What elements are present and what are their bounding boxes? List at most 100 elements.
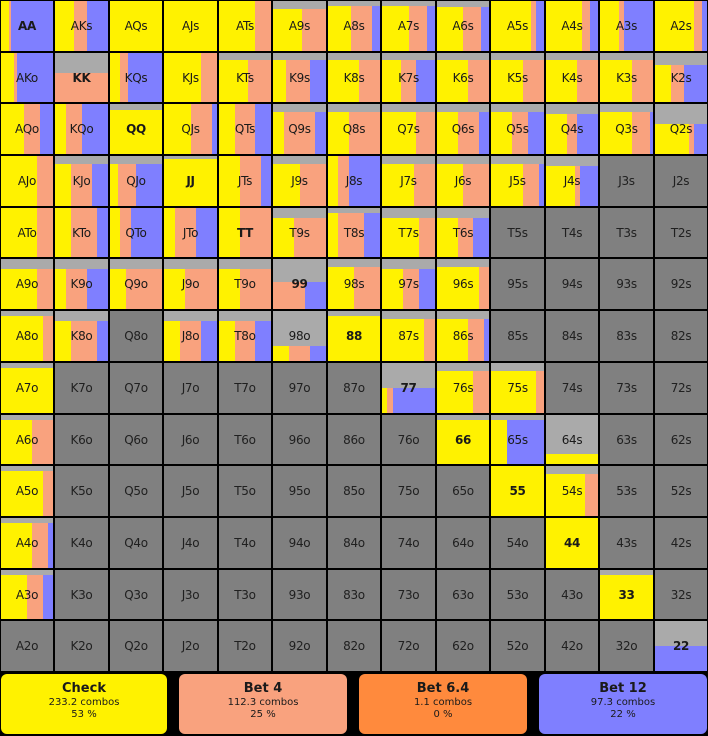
cell-jto[interactable]: JTo bbox=[164, 208, 217, 257]
cell-42o[interactable]: 42o bbox=[546, 621, 598, 671]
cell-t5s[interactable]: T5s bbox=[491, 208, 544, 257]
cell-qjs[interactable]: QJs bbox=[164, 104, 217, 154]
cell-k6s[interactable]: K6s bbox=[437, 53, 489, 102]
cell-74s[interactable]: 74s bbox=[546, 363, 598, 413]
cell-t4o[interactable]: T4o bbox=[219, 518, 271, 568]
cell-q2s[interactable]: Q2s bbox=[655, 104, 707, 154]
cell-a3s[interactable]: A3s bbox=[600, 1, 653, 51]
cell-k9s[interactable]: K9s bbox=[273, 53, 326, 102]
cell-j2o[interactable]: J2o bbox=[164, 621, 217, 671]
cell-76s[interactable]: 76s bbox=[437, 363, 489, 413]
cell-j9s[interactable]: J9s bbox=[273, 156, 326, 206]
cell-64s[interactable]: 64s bbox=[546, 415, 598, 464]
cell-k7s[interactable]: K7s bbox=[382, 53, 435, 102]
cell-j6o[interactable]: J6o bbox=[164, 415, 217, 464]
cell-54o[interactable]: 54o bbox=[491, 518, 544, 568]
cell-a4o[interactable]: A4o bbox=[1, 518, 53, 568]
cell-q3o[interactable]: Q3o bbox=[110, 570, 162, 619]
cell-85o[interactable]: 85o bbox=[328, 466, 380, 516]
cell-k5s[interactable]: K5s bbox=[491, 53, 544, 102]
cell-a3o[interactable]: A3o bbox=[1, 570, 53, 619]
cell-q9s[interactable]: Q9s bbox=[273, 104, 326, 154]
cell-62s[interactable]: 62s bbox=[655, 415, 707, 464]
cell-kqo[interactable]: KQo bbox=[55, 104, 108, 154]
cell-qjo[interactable]: QJo bbox=[110, 156, 162, 206]
cell-aqo[interactable]: AQo bbox=[1, 104, 53, 154]
cell-a2o[interactable]: A2o bbox=[1, 621, 53, 671]
cell-ajs[interactable]: AJs bbox=[164, 1, 217, 51]
cell-q6s[interactable]: Q6s bbox=[437, 104, 489, 154]
cell-k3s[interactable]: K3s bbox=[600, 53, 653, 102]
cell-q8o[interactable]: Q8o bbox=[110, 311, 162, 361]
cell-q9o[interactable]: Q9o bbox=[110, 259, 162, 309]
cell-j5s[interactable]: J5s bbox=[491, 156, 544, 206]
cell-jts[interactable]: JTs bbox=[219, 156, 271, 206]
cell-76o[interactable]: 76o bbox=[382, 415, 435, 464]
cell-22[interactable]: 22 bbox=[655, 621, 707, 671]
cell-k8o[interactable]: K8o bbox=[55, 311, 108, 361]
cell-63s[interactable]: 63s bbox=[600, 415, 653, 464]
cell-65o[interactable]: 65o bbox=[437, 466, 489, 516]
cell-75s[interactable]: 75s bbox=[491, 363, 544, 413]
cell-k3o[interactable]: K3o bbox=[55, 570, 108, 619]
cell-87o[interactable]: 87o bbox=[328, 363, 380, 413]
cell-qq[interactable]: QQ bbox=[110, 104, 162, 154]
cell-t6o[interactable]: T6o bbox=[219, 415, 271, 464]
cell-q4s[interactable]: Q4s bbox=[546, 104, 598, 154]
cell-q8s[interactable]: Q8s bbox=[328, 104, 380, 154]
cell-62o[interactable]: 62o bbox=[437, 621, 489, 671]
cell-53o[interactable]: 53o bbox=[491, 570, 544, 619]
legend-bet-6-4[interactable]: Bet 6.4 1.1 combos 0 % bbox=[359, 674, 527, 734]
cell-97s[interactable]: 97s bbox=[382, 259, 435, 309]
cell-77[interactable]: 77 bbox=[382, 363, 435, 413]
cell-t5o[interactable]: T5o bbox=[219, 466, 271, 516]
cell-ats[interactable]: ATs bbox=[219, 1, 271, 51]
cell-t3o[interactable]: T3o bbox=[219, 570, 271, 619]
cell-88[interactable]: 88 bbox=[328, 311, 380, 361]
cell-t2o[interactable]: T2o bbox=[219, 621, 271, 671]
cell-q7o[interactable]: Q7o bbox=[110, 363, 162, 413]
cell-65s[interactable]: 65s bbox=[491, 415, 544, 464]
cell-j5o[interactable]: J5o bbox=[164, 466, 217, 516]
cell-95o[interactable]: 95o bbox=[273, 466, 326, 516]
legend-check[interactable]: Check 233.2 combos 53 % bbox=[1, 674, 167, 734]
cell-j4o[interactable]: J4o bbox=[164, 518, 217, 568]
cell-j6s[interactable]: J6s bbox=[437, 156, 489, 206]
cell-q4o[interactable]: Q4o bbox=[110, 518, 162, 568]
cell-kqs[interactable]: KQs bbox=[110, 53, 162, 102]
cell-aa[interactable]: AA bbox=[1, 1, 53, 51]
cell-73o[interactable]: 73o bbox=[382, 570, 435, 619]
cell-t6s[interactable]: T6s bbox=[437, 208, 489, 257]
cell-43o[interactable]: 43o bbox=[546, 570, 598, 619]
cell-95s[interactable]: 95s bbox=[491, 259, 544, 309]
cell-kk[interactable]: KK bbox=[55, 53, 108, 102]
cell-t9s[interactable]: T9s bbox=[273, 208, 326, 257]
cell-q5o[interactable]: Q5o bbox=[110, 466, 162, 516]
legend-bet-12[interactable]: Bet 12 97.3 combos 22 % bbox=[539, 674, 707, 734]
cell-kjo[interactable]: KJo bbox=[55, 156, 108, 206]
cell-96s[interactable]: 96s bbox=[437, 259, 489, 309]
cell-72o[interactable]: 72o bbox=[382, 621, 435, 671]
cell-98s[interactable]: 98s bbox=[328, 259, 380, 309]
cell-qts[interactable]: QTs bbox=[219, 104, 271, 154]
cell-t8s[interactable]: T8s bbox=[328, 208, 380, 257]
cell-q6o[interactable]: Q6o bbox=[110, 415, 162, 464]
cell-a6o[interactable]: A6o bbox=[1, 415, 53, 464]
cell-86s[interactable]: 86s bbox=[437, 311, 489, 361]
cell-85s[interactable]: 85s bbox=[491, 311, 544, 361]
cell-k4s[interactable]: K4s bbox=[546, 53, 598, 102]
cell-84o[interactable]: 84o bbox=[328, 518, 380, 568]
cell-j7s[interactable]: J7s bbox=[382, 156, 435, 206]
cell-44[interactable]: 44 bbox=[546, 518, 598, 568]
cell-jj[interactable]: JJ bbox=[164, 156, 217, 206]
cell-k2o[interactable]: K2o bbox=[55, 621, 108, 671]
cell-96o[interactable]: 96o bbox=[273, 415, 326, 464]
cell-66[interactable]: 66 bbox=[437, 415, 489, 464]
cell-ato[interactable]: ATo bbox=[1, 208, 53, 257]
cell-t7s[interactable]: T7s bbox=[382, 208, 435, 257]
cell-54s[interactable]: 54s bbox=[546, 466, 598, 516]
cell-k6o[interactable]: K6o bbox=[55, 415, 108, 464]
cell-55[interactable]: 55 bbox=[491, 466, 544, 516]
cell-74o[interactable]: 74o bbox=[382, 518, 435, 568]
cell-ajo[interactable]: AJo bbox=[1, 156, 53, 206]
